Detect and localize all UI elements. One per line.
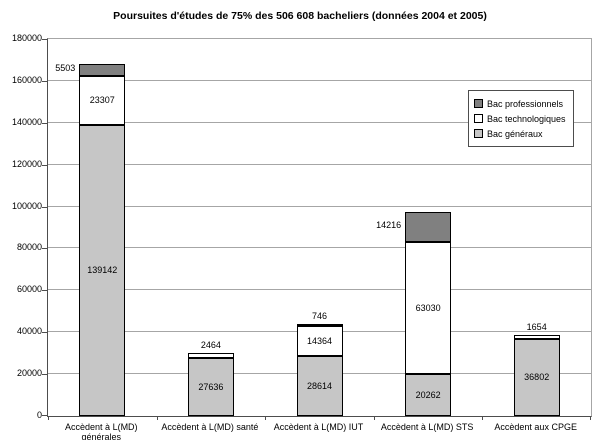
gridline bbox=[48, 289, 591, 291]
legend-item: Bac généraux bbox=[474, 126, 566, 141]
bar-value-label: 746 bbox=[311, 311, 328, 322]
gridline bbox=[48, 205, 591, 207]
x-axis-label: Accèdent aux CPGE bbox=[494, 422, 577, 432]
x-axis-tick bbox=[48, 416, 49, 420]
bar-segment bbox=[513, 338, 560, 416]
bar-segment bbox=[187, 358, 234, 416]
gridline bbox=[48, 79, 591, 81]
bar-segment bbox=[79, 124, 126, 416]
y-tick-label: 100000 bbox=[11, 200, 42, 211]
x-axis-tick bbox=[374, 416, 375, 420]
y-tick-label: 120000 bbox=[11, 158, 42, 169]
y-axis-tick bbox=[42, 164, 47, 166]
bar-value-label: 63030 bbox=[415, 302, 441, 313]
bar-value-label: 1654 bbox=[526, 322, 547, 333]
bar-segment bbox=[296, 324, 343, 327]
x-axis-tick bbox=[590, 416, 591, 420]
bar-value-label: 27636 bbox=[198, 382, 224, 393]
bar-value-label: 28614 bbox=[306, 381, 333, 392]
y-tick-label: 20000 bbox=[16, 368, 42, 379]
legend-item: Bac professionnels bbox=[474, 96, 566, 111]
x-axis-label: Accèdent à L(MD) IUT bbox=[273, 422, 364, 432]
x-axis-tick bbox=[157, 416, 158, 420]
bar-segment bbox=[79, 75, 126, 125]
bar-segment bbox=[405, 241, 452, 374]
legend-label: Bac technologiques bbox=[487, 113, 566, 124]
bar-value-label: 2464 bbox=[200, 339, 221, 350]
bar-segment bbox=[296, 356, 343, 416]
y-tick-label: 40000 bbox=[16, 326, 42, 337]
y-tick-label: 60000 bbox=[16, 284, 42, 295]
legend: Bac professionnels Bac technologiques Bac … bbox=[468, 90, 574, 147]
y-axis-tick bbox=[42, 122, 47, 124]
gridline bbox=[48, 121, 591, 123]
x-axis-label: Accèdent à L(MD) santé bbox=[161, 422, 259, 432]
bar-value-label: 14216 bbox=[376, 219, 402, 230]
y-axis-tick bbox=[42, 206, 47, 208]
y-tick-label: 180000 bbox=[11, 33, 42, 43]
y-tick-label: 80000 bbox=[16, 242, 42, 253]
bar-segment bbox=[79, 64, 126, 76]
bar-segment bbox=[296, 325, 343, 357]
y-axis-tick bbox=[42, 374, 47, 376]
x-axis-label: Accèdent à L(MD) générales bbox=[65, 422, 138, 440]
bar-segment bbox=[187, 352, 234, 359]
bar-segment bbox=[405, 373, 452, 416]
bar-value-label: 23307 bbox=[89, 95, 115, 106]
x-axis-tick bbox=[482, 416, 483, 420]
legend-item: Bac technologiques bbox=[474, 111, 566, 126]
legend-swatch bbox=[474, 129, 483, 138]
y-axis-tick bbox=[42, 80, 47, 82]
legend-swatch bbox=[474, 114, 483, 123]
legend-swatch bbox=[474, 99, 483, 108]
legend-label: Bac professionnels bbox=[487, 98, 564, 109]
y-axis-tick bbox=[42, 39, 47, 40]
bar-segment bbox=[405, 211, 452, 242]
y-tick-label: 0 bbox=[36, 410, 42, 420]
y-axis-tick bbox=[42, 332, 47, 334]
y-axis-tick bbox=[42, 248, 47, 250]
bar-value-label: 20262 bbox=[415, 389, 441, 400]
y-axis-tick bbox=[42, 290, 47, 292]
chart-title: Poursuites d'études de 75% des 506 608 b… bbox=[113, 10, 487, 22]
y-axis-tick bbox=[42, 415, 47, 416]
gridline bbox=[48, 247, 591, 249]
bar-value-label: 14364 bbox=[306, 336, 333, 347]
bar-value-label: 139142 bbox=[87, 265, 118, 276]
bar-value-label: 36802 bbox=[524, 372, 550, 383]
legend-label: Bac généraux bbox=[487, 128, 543, 139]
x-axis-tick bbox=[265, 416, 266, 420]
gridline bbox=[48, 163, 591, 165]
x-axis-label: Accèdent à L(MD) STS bbox=[380, 422, 474, 432]
gridline bbox=[48, 38, 591, 39]
bar-value-label: 5503 bbox=[55, 62, 76, 73]
y-tick-label: 160000 bbox=[11, 74, 42, 85]
y-tick-label: 140000 bbox=[11, 116, 42, 127]
bar-segment bbox=[513, 335, 560, 339]
